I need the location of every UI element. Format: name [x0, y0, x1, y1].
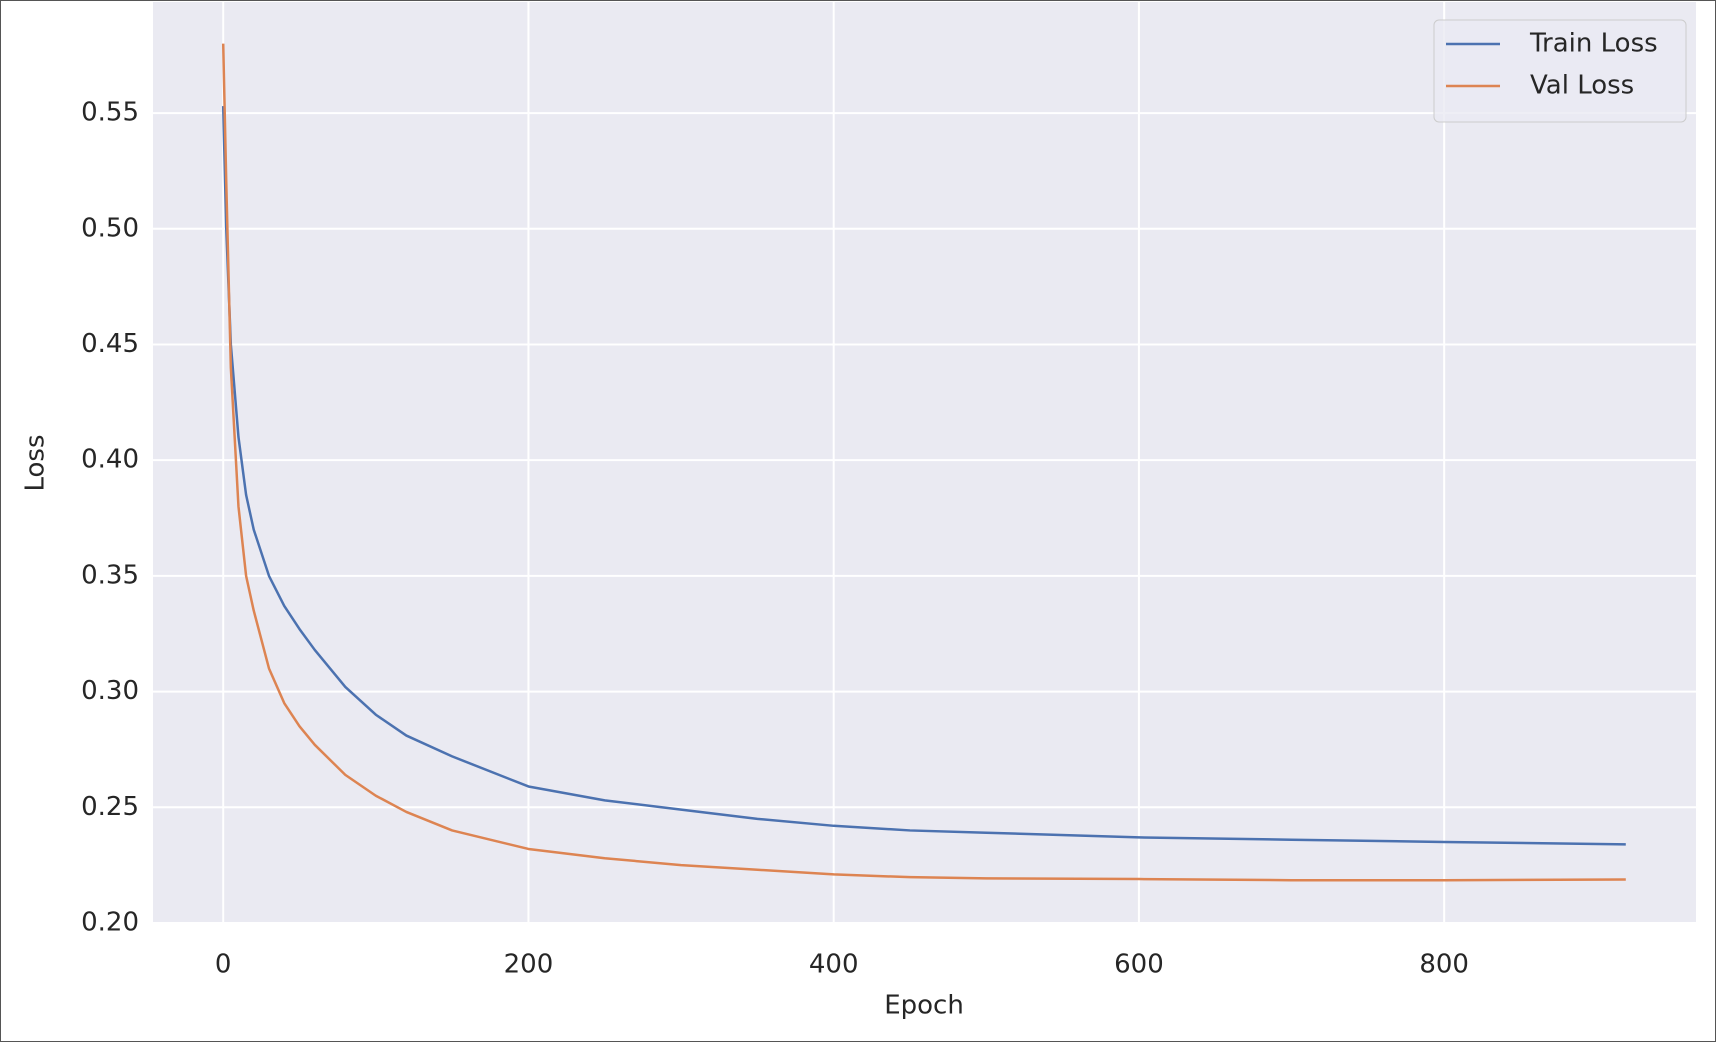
y-tick-label: 0.30 [81, 676, 139, 706]
line-series [221, 43, 1626, 882]
legend-box [1433, 19, 1687, 123]
x-tick-label: 800 [1419, 950, 1469, 980]
y-tick-label: 0.40 [81, 445, 139, 475]
y-axis-label: Loss [21, 434, 51, 491]
plot-area [153, 2, 1696, 923]
y-tick-label: 0.45 [81, 329, 139, 359]
y-tick-label: 0.20 [81, 908, 139, 938]
y-tick-label: 0.25 [81, 792, 139, 822]
line-series [221, 106, 1626, 846]
x-tick-label: 200 [504, 950, 554, 980]
y-tick-label: 0.55 [81, 98, 139, 128]
y-tick-label: 0.50 [81, 213, 139, 243]
legend-label: Val Loss [1530, 71, 1634, 101]
x-tick-label: 600 [1114, 950, 1164, 980]
x-axis-label: Epoch [884, 991, 964, 1021]
x-tick-label: 0 [215, 950, 232, 980]
legend-label: Train Loss [1529, 29, 1658, 59]
x-tick-label: 400 [809, 950, 859, 980]
y-tick-label: 0.35 [81, 560, 139, 590]
